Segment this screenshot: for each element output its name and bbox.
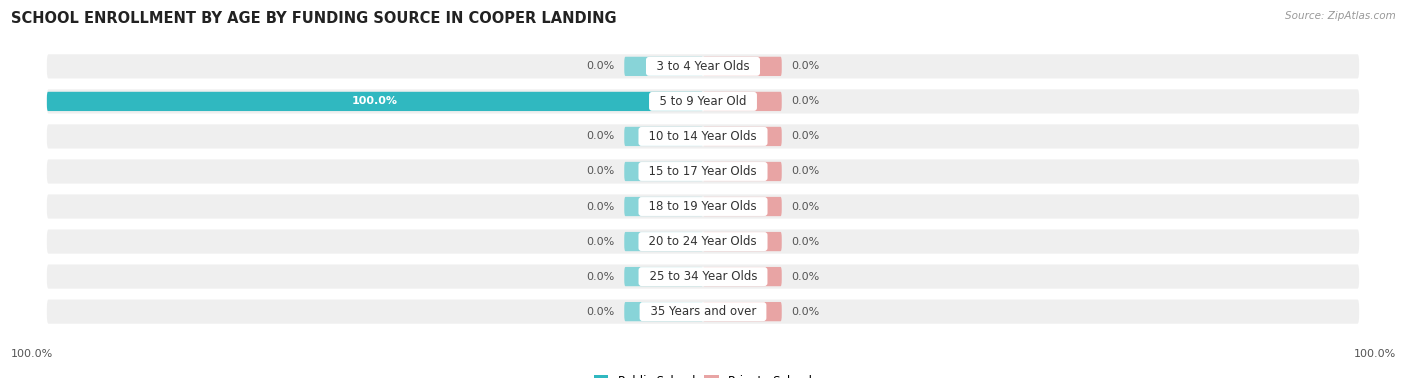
Text: 0.0%: 0.0% <box>792 96 820 107</box>
Text: 100.0%: 100.0% <box>1354 349 1396 359</box>
FancyBboxPatch shape <box>46 299 1360 324</box>
FancyBboxPatch shape <box>46 92 703 111</box>
FancyBboxPatch shape <box>624 302 703 321</box>
FancyBboxPatch shape <box>703 57 782 76</box>
Text: 3 to 4 Year Olds: 3 to 4 Year Olds <box>650 60 756 73</box>
Text: 25 to 34 Year Olds: 25 to 34 Year Olds <box>641 270 765 283</box>
Text: 0.0%: 0.0% <box>586 201 614 212</box>
FancyBboxPatch shape <box>46 54 1360 79</box>
Text: 20 to 24 Year Olds: 20 to 24 Year Olds <box>641 235 765 248</box>
FancyBboxPatch shape <box>703 197 782 216</box>
Text: 0.0%: 0.0% <box>792 132 820 141</box>
FancyBboxPatch shape <box>46 229 1360 254</box>
Text: SCHOOL ENROLLMENT BY AGE BY FUNDING SOURCE IN COOPER LANDING: SCHOOL ENROLLMENT BY AGE BY FUNDING SOUR… <box>11 11 617 26</box>
FancyBboxPatch shape <box>46 160 1360 184</box>
FancyBboxPatch shape <box>46 194 1360 218</box>
Text: Source: ZipAtlas.com: Source: ZipAtlas.com <box>1285 11 1396 21</box>
Text: 18 to 19 Year Olds: 18 to 19 Year Olds <box>641 200 765 213</box>
Legend: Public School, Private School: Public School, Private School <box>592 372 814 378</box>
FancyBboxPatch shape <box>624 267 703 286</box>
FancyBboxPatch shape <box>624 232 703 251</box>
FancyBboxPatch shape <box>624 127 703 146</box>
Text: 0.0%: 0.0% <box>792 307 820 317</box>
Text: 0.0%: 0.0% <box>792 166 820 177</box>
FancyBboxPatch shape <box>703 232 782 251</box>
Text: 0.0%: 0.0% <box>586 237 614 246</box>
Text: 5 to 9 Year Old: 5 to 9 Year Old <box>652 95 754 108</box>
FancyBboxPatch shape <box>703 92 782 111</box>
FancyBboxPatch shape <box>624 162 703 181</box>
FancyBboxPatch shape <box>46 124 1360 149</box>
Text: 0.0%: 0.0% <box>586 166 614 177</box>
Text: 0.0%: 0.0% <box>792 201 820 212</box>
Text: 35 Years and over: 35 Years and over <box>643 305 763 318</box>
Text: 0.0%: 0.0% <box>792 61 820 71</box>
Text: 0.0%: 0.0% <box>586 307 614 317</box>
Text: 0.0%: 0.0% <box>792 237 820 246</box>
Text: 0.0%: 0.0% <box>586 132 614 141</box>
Text: 0.0%: 0.0% <box>586 271 614 282</box>
FancyBboxPatch shape <box>703 127 782 146</box>
Text: 0.0%: 0.0% <box>792 271 820 282</box>
FancyBboxPatch shape <box>46 89 1360 113</box>
FancyBboxPatch shape <box>624 197 703 216</box>
FancyBboxPatch shape <box>703 302 782 321</box>
FancyBboxPatch shape <box>703 267 782 286</box>
Text: 0.0%: 0.0% <box>586 61 614 71</box>
Text: 100.0%: 100.0% <box>352 96 398 107</box>
FancyBboxPatch shape <box>703 162 782 181</box>
Text: 15 to 17 Year Olds: 15 to 17 Year Olds <box>641 165 765 178</box>
FancyBboxPatch shape <box>624 57 703 76</box>
FancyBboxPatch shape <box>46 265 1360 289</box>
Text: 100.0%: 100.0% <box>11 349 53 359</box>
Text: 10 to 14 Year Olds: 10 to 14 Year Olds <box>641 130 765 143</box>
